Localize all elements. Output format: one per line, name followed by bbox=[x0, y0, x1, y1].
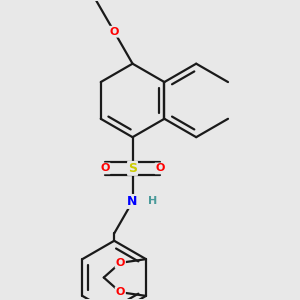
Text: N: N bbox=[128, 195, 138, 208]
Text: O: O bbox=[110, 27, 119, 37]
Text: O: O bbox=[100, 164, 110, 173]
Text: H: H bbox=[148, 196, 158, 206]
Text: O: O bbox=[116, 258, 125, 268]
Text: O: O bbox=[155, 164, 165, 173]
Text: O: O bbox=[116, 287, 125, 297]
Text: S: S bbox=[128, 162, 137, 175]
